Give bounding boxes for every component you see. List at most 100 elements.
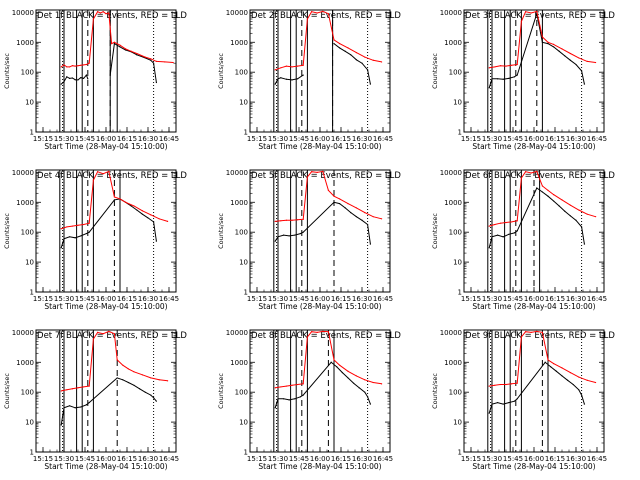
data-point-lld [569, 52, 572, 55]
data-point-lld [578, 376, 580, 378]
data-point-events [350, 54, 352, 56]
y-tick-label: 1000 [444, 359, 462, 367]
x-tick-label: 16:15 [331, 295, 351, 303]
data-point-lld [547, 359, 549, 361]
data-point-events [583, 403, 586, 405]
plot-frame [249, 9, 391, 133]
data-point-lld [372, 381, 374, 384]
data-point-lld [505, 383, 507, 386]
y-tick-label: 10000 [12, 169, 34, 177]
data-point-events [85, 232, 87, 235]
series-line-events [60, 198, 157, 248]
data-point-lld [71, 65, 73, 67]
x-tick-label: 15:30 [482, 295, 502, 303]
x-axis-label: Start Time (28-May-04 15:10:00) [472, 302, 595, 311]
data-point-events [341, 372, 343, 374]
series-line-lld [489, 330, 596, 387]
data-point-lld [316, 331, 318, 333]
data-point-events [291, 79, 293, 81]
data-point-lld [306, 176, 308, 178]
data-point-events [508, 77, 510, 79]
data-point-events [572, 383, 574, 386]
y-tick-label: 100 [21, 389, 34, 397]
data-point-events [280, 77, 282, 79]
y-tick-label: 100 [21, 69, 34, 77]
data-point-lld [164, 61, 166, 63]
data-point-events [339, 203, 341, 205]
x-tick-label: 15:45 [75, 135, 95, 143]
data-point-lld [381, 218, 383, 220]
series-line-events [60, 42, 157, 85]
data-point-lld [92, 179, 94, 181]
data-point-events [63, 238, 65, 240]
data-point-events [155, 400, 157, 402]
data-point-lld [133, 371, 135, 373]
data-point-lld [113, 196, 115, 198]
x-tick-label: 16:45 [373, 295, 393, 303]
data-point-events [80, 76, 82, 79]
data-point-events [497, 401, 499, 404]
data-point-events [155, 240, 157, 242]
data-point-events [578, 389, 580, 391]
x-tick-label: 15:30 [268, 135, 288, 143]
data-point-events [69, 405, 71, 407]
x-tick-label: 16:30 [352, 455, 372, 463]
data-point-events [299, 396, 301, 398]
data-point-lld [302, 383, 304, 385]
data-point-lld [494, 223, 496, 226]
data-point-events [74, 79, 76, 81]
data-point-lld [520, 336, 523, 338]
data-point-events [155, 81, 157, 84]
data-point-events [60, 83, 62, 85]
data-point-events [502, 236, 504, 238]
data-point-lld [322, 170, 324, 172]
y-tick-label: 10000 [226, 169, 248, 177]
data-point-events [127, 381, 129, 384]
data-point-lld [511, 383, 513, 385]
data-point-lld [83, 64, 85, 66]
x-tick-label: 16:00 [96, 135, 116, 143]
data-point-events [355, 216, 357, 218]
data-point-lld [111, 43, 113, 45]
data-point-events [139, 388, 141, 390]
x-tick-label: 16:30 [566, 455, 586, 463]
y-tick-label: 10000 [12, 329, 34, 337]
data-point-events [119, 46, 121, 48]
y-axis-label: Counts/sec [3, 373, 11, 409]
x-tick-label: 16:00 [96, 455, 116, 463]
data-point-events [513, 76, 516, 78]
data-point-events [80, 406, 82, 408]
x-tick-label: 16:15 [117, 455, 137, 463]
data-point-lld [499, 383, 501, 386]
data-point-events [330, 361, 332, 363]
data-point-lld [280, 220, 282, 222]
data-point-lld [525, 171, 527, 173]
data-point-events [558, 205, 560, 207]
x-axis-label: Start Time (28-May-04 15:10:00) [44, 462, 167, 471]
y-tick-label: 100 [449, 69, 462, 77]
data-point-lld [339, 43, 341, 45]
y-axis-label: Counts/sec [217, 53, 225, 89]
x-tick-label: 16:15 [545, 135, 565, 143]
data-point-events [141, 213, 143, 215]
y-tick-label: 1000 [444, 199, 462, 207]
data-point-lld [530, 331, 532, 333]
data-point-lld [516, 382, 518, 384]
data-point-events [555, 370, 558, 372]
data-point-lld [158, 379, 160, 381]
x-tick-label: 15:45 [75, 455, 95, 463]
data-point-events [541, 191, 544, 193]
data-point-lld [322, 10, 324, 12]
y-axis-label: Counts/sec [217, 213, 225, 249]
data-point-events [133, 384, 135, 386]
data-point-events [150, 394, 152, 396]
y-tick-label: 1000 [230, 199, 248, 207]
y-tick-label: 10 [25, 419, 34, 427]
data-point-events [491, 78, 493, 80]
data-point-lld [488, 385, 490, 387]
x-axis-label: Start Time (28-May-04 15:10:00) [472, 142, 595, 151]
data-point-lld [536, 330, 538, 332]
plot-frame [249, 329, 391, 453]
x-tick-label: 16:00 [96, 295, 116, 303]
y-tick-label: 1 [458, 129, 462, 137]
